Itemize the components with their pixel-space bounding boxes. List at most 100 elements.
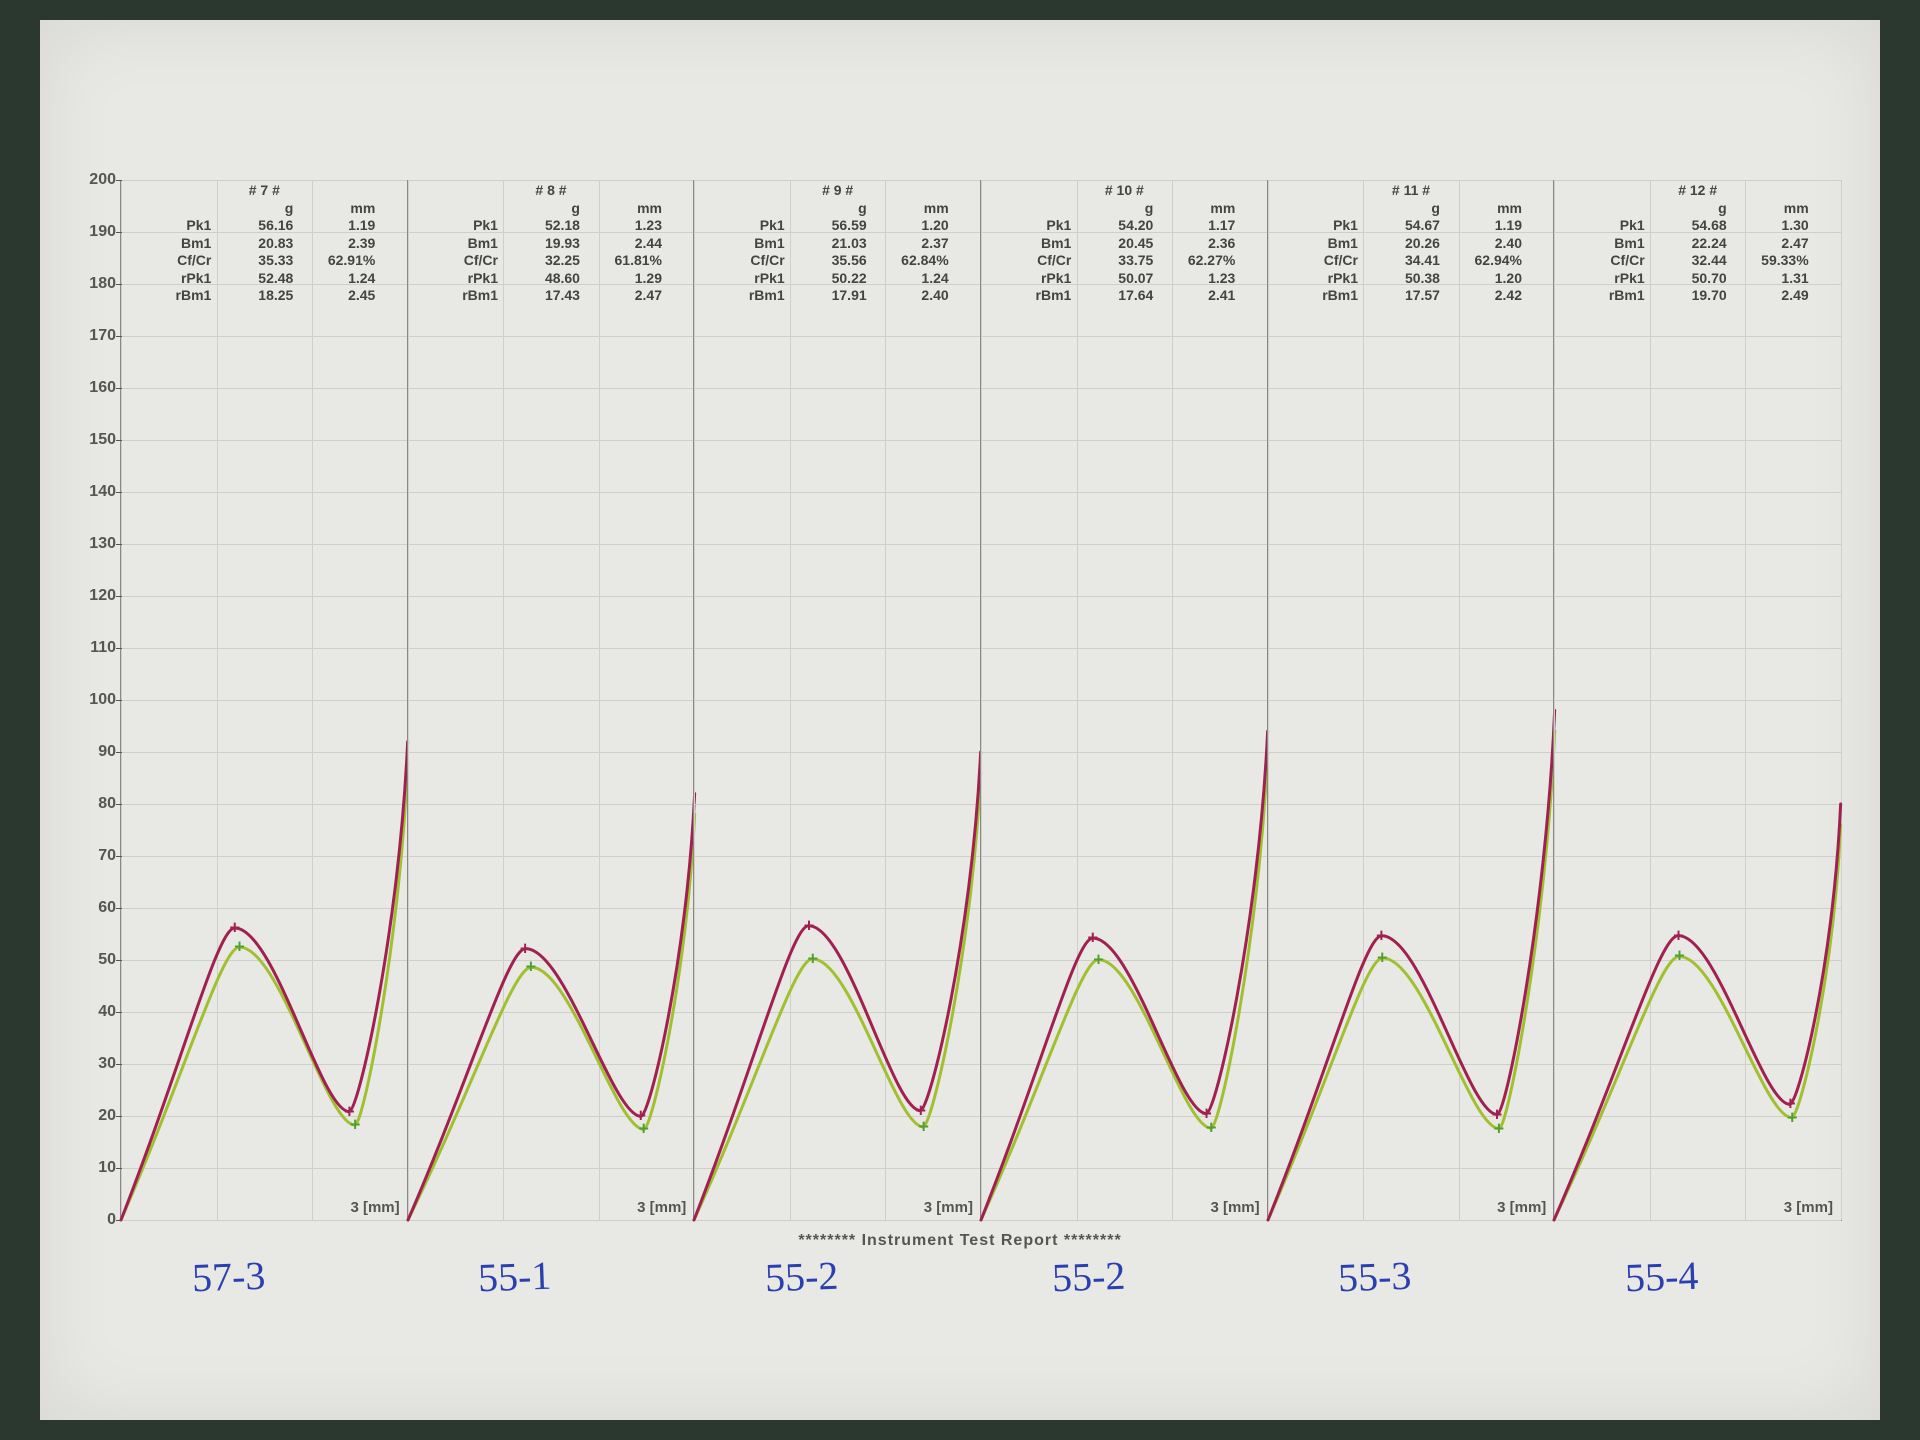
data-cell-g: 18.25: [217, 287, 299, 305]
data-cell-g: 56.16: [217, 217, 299, 235]
data-cell-label: rBm1: [147, 287, 217, 305]
data-cell-mm: 2.40: [873, 287, 955, 305]
x-axis-label: 3 [mm]: [924, 1199, 973, 1216]
data-cell-mm: 2.39: [299, 235, 381, 253]
data-cell-label: Pk1: [434, 217, 504, 235]
data-cell-g: 17.57: [1364, 287, 1446, 305]
y-axis-ticks: [116, 180, 120, 1220]
reverse-bm-marker: +: [1206, 1118, 1217, 1139]
data-cell-g: 17.64: [1077, 287, 1159, 305]
y-tick-label: 0: [107, 1211, 116, 1229]
data-row: gmm: [408, 200, 695, 218]
forward-curve: [694, 752, 981, 1220]
data-cell-mm: 2.36: [1159, 235, 1241, 253]
x-axis-label: 3 [mm]: [1497, 1199, 1546, 1216]
data-cell-g: 32.44: [1651, 252, 1733, 270]
data-cell-g: 34.41: [1364, 252, 1446, 270]
data-cell-mm: mm: [1733, 200, 1815, 218]
data-cell-label: Pk1: [1581, 217, 1651, 235]
forward-pk-marker: +: [1376, 925, 1387, 946]
x-axis-label: 3 [mm]: [637, 1199, 686, 1216]
data-cell-g: 50.07: [1077, 270, 1159, 288]
panel-data-table: # 12 #gmmPk154.681.30Bm122.242.47Cf/Cr32…: [1554, 182, 1841, 305]
data-row: gmm: [1268, 200, 1555, 218]
data-cell-g: 20.26: [1364, 235, 1446, 253]
y-tick-label: 190: [89, 223, 116, 241]
data-cell-label: [434, 200, 504, 218]
data-row: Pk152.181.23: [408, 217, 695, 235]
report-footer: ******** Instrument Test Report ********: [40, 1232, 1880, 1250]
reverse-bm-marker: +: [350, 1115, 361, 1136]
data-cell-label: rBm1: [721, 287, 791, 305]
data-cell-g: g: [1651, 200, 1733, 218]
y-tick-label: 130: [89, 535, 116, 553]
forward-pk-marker: +: [1673, 925, 1684, 946]
data-cell-label: [721, 200, 791, 218]
data-row: Pk154.671.19: [1268, 217, 1555, 235]
x-axis-label: 3 [mm]: [1784, 1199, 1833, 1216]
data-cell-mm: 1.24: [299, 270, 381, 288]
y-tick-label: 110: [90, 639, 116, 657]
curve-svg: [1554, 180, 1841, 1220]
data-cell-g: 19.70: [1651, 287, 1733, 305]
data-cell-mm: 59.33%: [1733, 252, 1815, 270]
reverse-curve: [121, 762, 408, 1220]
handwritten-note: 55-4: [1624, 1252, 1699, 1302]
data-cell-mm: 2.37: [873, 235, 955, 253]
data-cell-g: g: [1364, 200, 1446, 218]
data-cell-label: [1294, 200, 1364, 218]
data-row: Cf/Cr33.7562.27%: [981, 252, 1268, 270]
data-cell-mm: mm: [1446, 200, 1528, 218]
data-cell-mm: 1.30: [1733, 217, 1815, 235]
y-tick-label: 160: [89, 379, 116, 397]
data-row: Bm119.932.44: [408, 235, 695, 253]
data-row: rBm118.252.45: [121, 287, 408, 305]
data-cell-g: 56.59: [791, 217, 873, 235]
data-row: Pk154.201.17: [981, 217, 1268, 235]
panel-data-table: # 9 #gmmPk156.591.20Bm121.032.37Cf/Cr35.…: [694, 182, 981, 305]
reverse-pk-marker: +: [526, 957, 537, 978]
data-cell-label: [147, 200, 217, 218]
data-row: rBm117.912.40: [694, 287, 981, 305]
data-cell-mm: 2.47: [586, 287, 668, 305]
data-row: Pk154.681.30: [1554, 217, 1841, 235]
data-cell-g: 17.43: [504, 287, 586, 305]
data-cell-mm: 1.19: [299, 217, 381, 235]
x-axis-label: 3 [mm]: [350, 1199, 399, 1216]
data-cell-mm: 61.81%: [586, 252, 668, 270]
data-cell-mm: 1.20: [1446, 270, 1528, 288]
reverse-curve: [981, 752, 1268, 1220]
handwritten-note: 55-3: [1338, 1252, 1413, 1302]
data-cell-g: 54.68: [1651, 217, 1733, 235]
data-cell-mm: 62.27%: [1159, 252, 1241, 270]
data-row: gmm: [121, 200, 408, 218]
curve-svg: [1268, 180, 1555, 1220]
data-cell-mm: 2.44: [586, 235, 668, 253]
data-row: Cf/Cr32.4459.33%: [1554, 252, 1841, 270]
y-tick-label: 140: [89, 483, 116, 501]
data-row: rBm117.572.42: [1268, 287, 1555, 305]
data-cell-label: rBm1: [1007, 287, 1077, 305]
data-cell-g: 50.70: [1651, 270, 1733, 288]
data-row: rPk150.381.20: [1268, 270, 1555, 288]
panel-data-table: # 8 #gmmPk152.181.23Bm119.932.44Cf/Cr32.…: [408, 182, 695, 305]
data-cell-mm: 62.84%: [873, 252, 955, 270]
data-cell-mm: 1.17: [1159, 217, 1241, 235]
data-cell-g: 35.33: [217, 252, 299, 270]
data-cell-label: [1581, 200, 1651, 218]
y-tick-label: 30: [98, 1055, 116, 1073]
data-cell-mm: mm: [586, 200, 668, 218]
curve-svg: [408, 180, 695, 1220]
chart-panel: ++++3 [mm]# 8 #gmmPk152.181.23Bm119.932.…: [407, 180, 695, 1221]
forward-curve: [1268, 710, 1555, 1220]
data-cell-label: Pk1: [147, 217, 217, 235]
y-axis: 0102030405060708090100110120130140150160…: [80, 180, 120, 1220]
data-cell-label: rBm1: [1294, 287, 1364, 305]
data-cell-g: g: [791, 200, 873, 218]
data-cell-g: 19.93: [504, 235, 586, 253]
data-cell-mm: 2.42: [1446, 287, 1528, 305]
data-cell-g: 17.91: [791, 287, 873, 305]
data-cell-label: Bm1: [1294, 235, 1364, 253]
data-cell-label: Bm1: [434, 235, 504, 253]
y-tick-label: 80: [98, 795, 116, 813]
